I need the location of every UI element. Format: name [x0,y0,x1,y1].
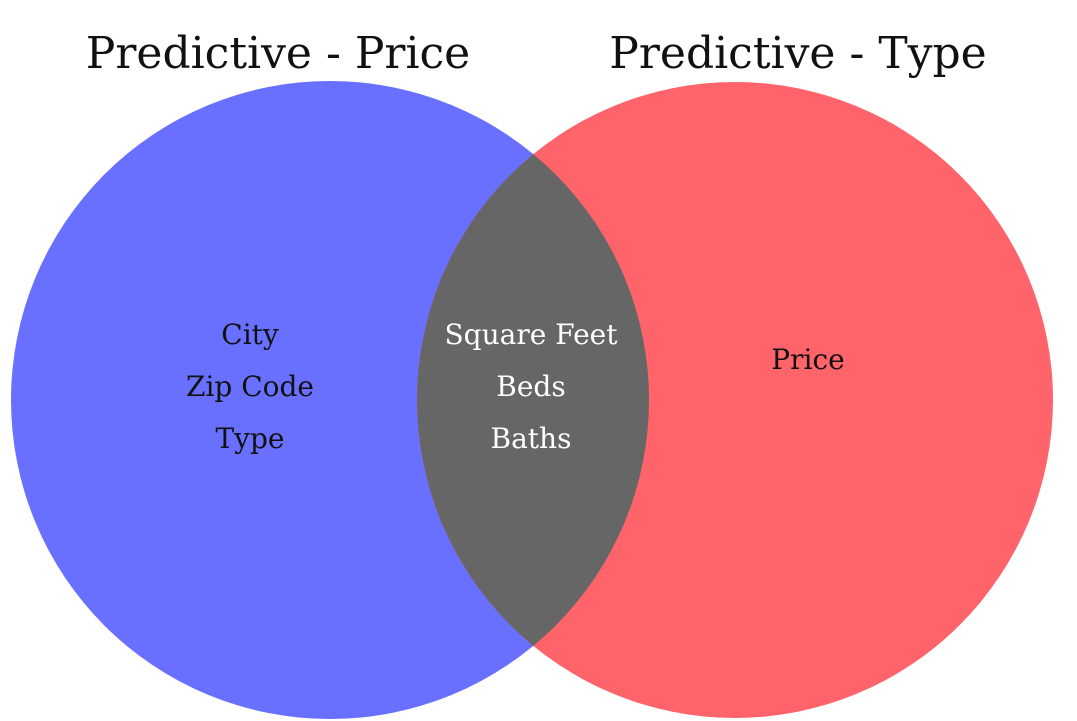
set-title-type: Predictive - Type [609,28,986,79]
set-title-price: Predictive - Price [86,28,470,79]
left-item-type: Type [216,422,285,455]
intersection-item-square-feet: Square Feet [445,318,619,351]
left-item-zip-code: Zip Code [186,370,314,403]
intersection-item-beds: Beds [496,370,565,403]
right-item-price: Price [771,343,844,376]
intersection-item-baths: Baths [491,422,572,455]
intersection-region [417,82,649,718]
left-item-city: City [221,318,279,351]
